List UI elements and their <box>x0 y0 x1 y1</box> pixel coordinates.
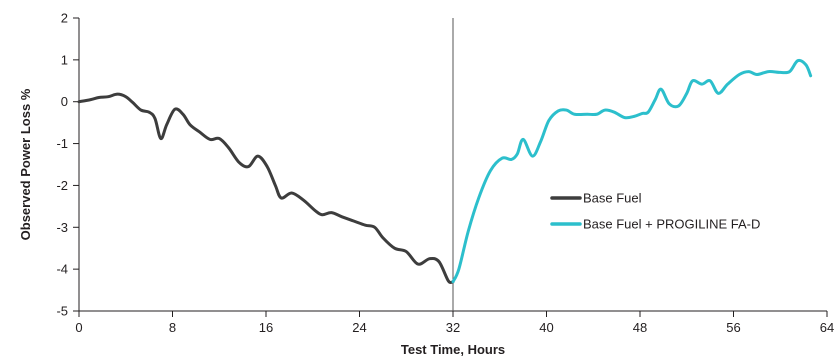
x-tick-label: 48 <box>633 320 647 335</box>
x-tick-label: 64 <box>820 320 834 335</box>
x-tick-label: 16 <box>259 320 273 335</box>
axes: -5 -4 -3 -2 -1 0 1 2 0 8 16 24 32 40 48 56 64 <box>56 11 834 336</box>
x-tick-label: 40 <box>539 320 553 335</box>
x-tick-label: 56 <box>726 320 740 335</box>
x-tick-label: 8 <box>169 320 176 335</box>
legend: Base Fuel Base Fuel + PROGILINE FA-D <box>550 191 760 232</box>
y-tick-label: 2 <box>61 11 68 26</box>
y-tick-label: 1 <box>61 52 68 67</box>
series-line-base-fuel <box>77 92 455 285</box>
y-tick-label: -2 <box>56 178 68 193</box>
legend-label: Base Fuel <box>583 191 642 206</box>
y-tick-label: 0 <box>61 94 68 109</box>
y-axis-title: Observed Power Loss % <box>18 88 33 240</box>
x-axis-title: Test Time, Hours <box>401 342 505 357</box>
y-tick-label: -1 <box>56 136 68 151</box>
legend-label: Base Fuel + PROGILINE FA-D <box>583 217 760 232</box>
series-line-base-fuel-progiline <box>451 58 813 284</box>
y-tick-label: -3 <box>56 220 68 235</box>
y-tick-label: -5 <box>56 304 68 319</box>
x-tick-label: 24 <box>352 320 366 335</box>
series-lines <box>77 58 813 285</box>
x-tick-label: 32 <box>446 320 460 335</box>
y-tick-label: -4 <box>56 262 68 277</box>
x-tick-label: 0 <box>75 320 82 335</box>
